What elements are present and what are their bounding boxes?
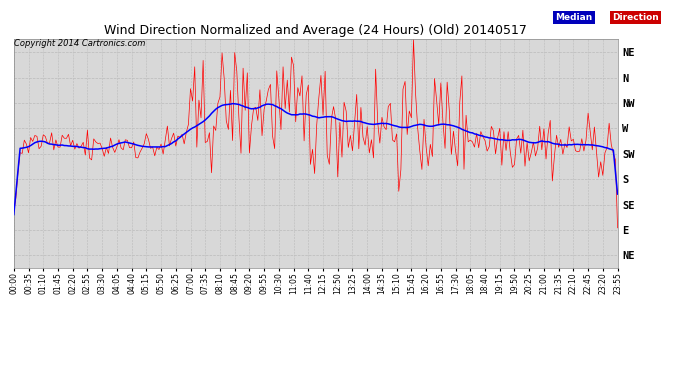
Title: Wind Direction Normalized and Average (24 Hours) (Old) 20140517: Wind Direction Normalized and Average (2… <box>104 24 527 37</box>
Text: Median: Median <box>555 13 593 22</box>
Text: Copyright 2014 Cartronics.com: Copyright 2014 Cartronics.com <box>14 39 145 48</box>
Text: Direction: Direction <box>612 13 659 22</box>
